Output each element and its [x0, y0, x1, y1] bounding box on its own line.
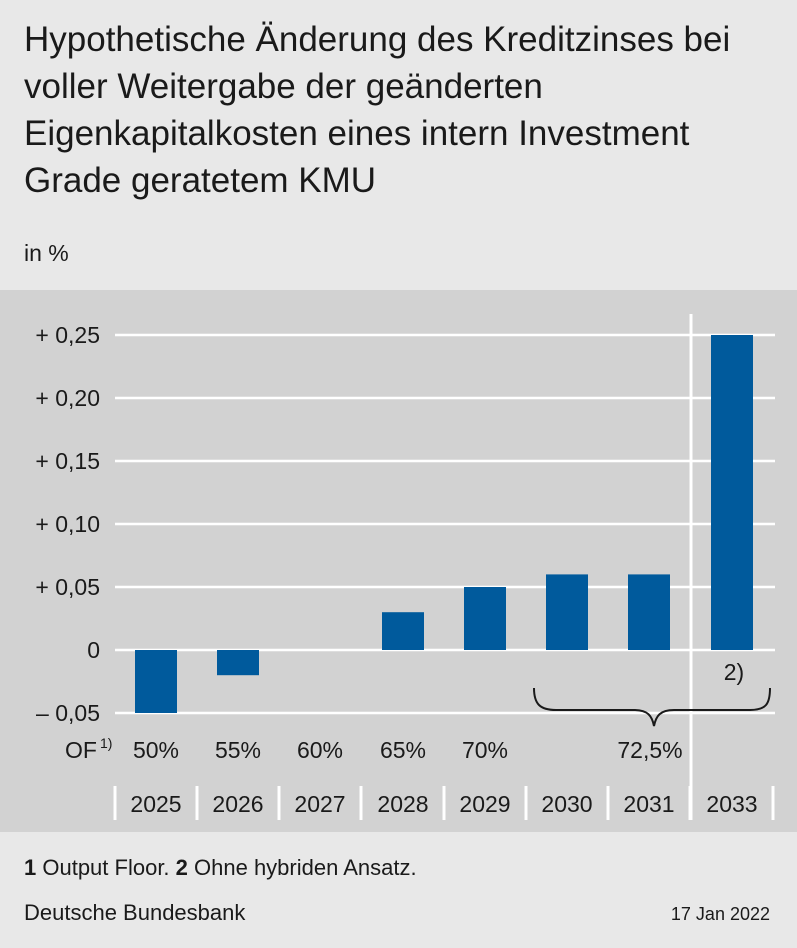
- brace: [533, 687, 771, 727]
- date-label: 17 Jan 2022: [670, 904, 770, 924]
- x-tick-label: 2027: [294, 791, 345, 817]
- of-value: 50%: [133, 737, 179, 763]
- y-tick-label: + 0,15: [35, 448, 100, 474]
- of-value: 60%: [297, 737, 343, 763]
- bar-2033: [711, 335, 753, 650]
- x-axis-categories: 2025 2026 2027 2028 2029 2030 2031 2033: [113, 786, 775, 820]
- unit-label: in %: [24, 240, 69, 266]
- y-tick-label: 0: [87, 637, 100, 663]
- bar-2031: [628, 574, 670, 650]
- source-label: Deutsche Bundesbank: [24, 900, 246, 925]
- plot-background: [0, 290, 797, 832]
- of-footnote-marker: 1): [100, 735, 112, 751]
- bar-2026: [217, 650, 259, 676]
- x-tick-label: 2030: [541, 791, 592, 817]
- output-floor-row: OF 1) 50% 55% 60% 65% 70% 72,5%: [65, 735, 683, 763]
- footnote-text-1: Output Floor.: [36, 855, 176, 880]
- y-axis-ticks: + 0,25 + 0,20 + 0,15 + 0,10 + 0,05 0 – 0,05: [35, 322, 100, 726]
- of-value: 70%: [462, 737, 508, 763]
- y-tick-label: + 0,20: [35, 385, 100, 411]
- y-tick-label: – 0,05: [36, 700, 100, 726]
- x-tick-label: 2033: [706, 791, 757, 817]
- bar-2029: [464, 587, 506, 650]
- of-value: 65%: [380, 737, 426, 763]
- x-tick-label: 2031: [623, 791, 674, 817]
- y-tick-label: + 0,10: [35, 511, 100, 537]
- x-tick-label: 2025: [130, 791, 181, 817]
- x-tick-label: 2029: [459, 791, 510, 817]
- footnote-text-2: Ohne hybriden Ansatz.: [187, 855, 417, 880]
- bar-2025: [135, 650, 177, 713]
- footnote-number-2: 2: [175, 855, 188, 880]
- y-tick-label: + 0,25: [35, 322, 100, 348]
- bar-2028: [382, 612, 424, 650]
- x-tick-label: 2028: [377, 791, 428, 817]
- of-label: OF: [65, 737, 97, 763]
- of-value: 55%: [215, 737, 261, 763]
- bars: [135, 335, 753, 713]
- x-tick-label: 2026: [212, 791, 263, 817]
- bar-2030: [546, 574, 588, 650]
- footnote: 1 Output Floor. 2 Ohne hybriden Ansatz.: [24, 855, 417, 881]
- bar-chart: + 0,25 + 0,20 + 0,15 + 0,10 + 0,05 0 – 0,05 2)…: [0, 290, 797, 832]
- y-tick-label: + 0,05: [35, 574, 100, 600]
- bar-annotation: 2): [724, 659, 744, 685]
- footnote-number-1: 1: [24, 855, 37, 880]
- of-value: 72,5%: [617, 737, 682, 763]
- chart-title: Hypothetische Änderung des Kreditzinses …: [24, 20, 731, 200]
